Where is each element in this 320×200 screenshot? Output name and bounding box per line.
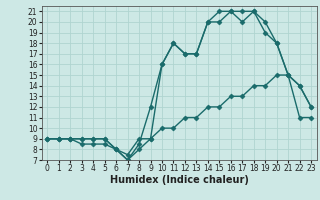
X-axis label: Humidex (Indice chaleur): Humidex (Indice chaleur) xyxy=(110,175,249,185)
